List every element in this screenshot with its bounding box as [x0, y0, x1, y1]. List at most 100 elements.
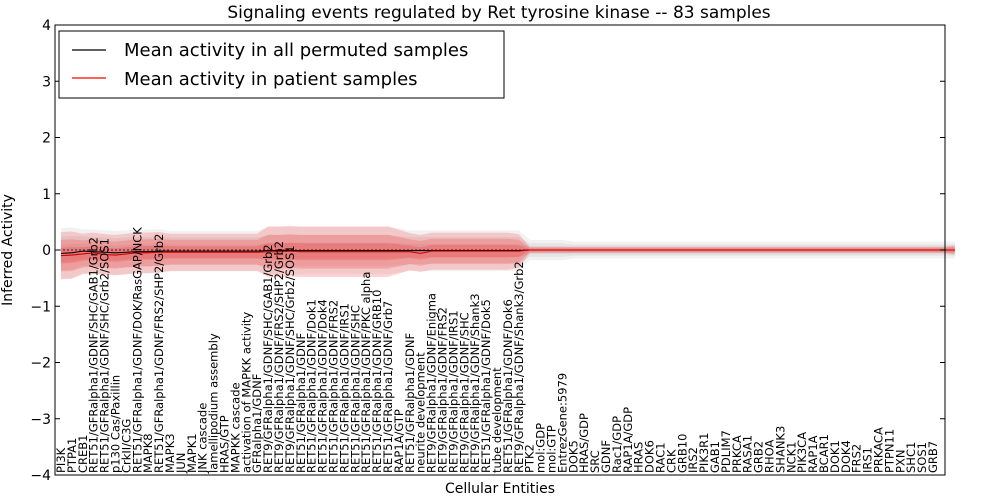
- entity-label: activation of MAPKK activity: [239, 312, 253, 473]
- entity-label: HRAS/GTP: [218, 415, 232, 473]
- entity-label: RET51/GFRalpha1/GDNF/FRS2/SHP2/Grb2: [152, 234, 166, 473]
- entity-label: RET51/GFRalpha1/GDNF/Grb7: [381, 301, 395, 473]
- entity-label: MAPK3: [163, 433, 177, 473]
- entity-label: RET51/GFRalpha1/GDNF/Dok1: [305, 299, 319, 473]
- entity-label: PIK3R1: [697, 433, 711, 474]
- permuted-band-sd2: [61, 234, 955, 271]
- entity-label: RET9/GFRalpha1/GDNF/SHC/GAB1/Grb2: [261, 244, 275, 473]
- entity-label: RET51/GFRalpha1/GDNF/IRS1: [337, 303, 351, 473]
- legend-label-patient: Mean activity in patient samples: [124, 69, 418, 90]
- activity-bands: [61, 225, 955, 280]
- entity-label: RASA1: [741, 435, 755, 473]
- entity-label: RET9/GFRalpha1/GDNF/FRS2: [436, 307, 450, 473]
- entity-label: BCAR1: [817, 434, 831, 473]
- entity-label: SHC1: [904, 442, 918, 473]
- y-tick-label: −1: [30, 299, 51, 315]
- entity-label: MAPKK cascade: [228, 382, 242, 473]
- legend-label-permuted: Mean activity in all permuted samples: [124, 40, 468, 61]
- y-tick-label: 4: [42, 18, 51, 34]
- entity-label: MAPK1: [185, 433, 199, 473]
- entity-label: GDNF: [599, 440, 613, 473]
- patient-band-sd1: [61, 242, 955, 264]
- entity-label: RET51/GFRalpha1/GDNF/Dok4: [316, 299, 330, 473]
- entity-label: DOK4: [839, 440, 853, 473]
- y-tick-label: −4: [30, 468, 51, 484]
- entity-label: GAB1: [708, 441, 722, 473]
- entity-label: DOK6: [643, 440, 657, 473]
- entity-label: RET51/GFRalpha1/GDNF/Dok6: [501, 299, 515, 473]
- entity-label: PI3K: [54, 447, 68, 473]
- permuted-band-sd1: [61, 242, 955, 262]
- y-tick-label: 1: [42, 187, 51, 203]
- entity-label: RET9/GFRalpha1/GDNF/FRS2/SHP2/Grb2: [272, 241, 286, 473]
- entity-label: SRC: [588, 450, 602, 473]
- entity-label: RAC1: [654, 442, 668, 473]
- entity-label: NCK1: [784, 442, 798, 474]
- entity-label: GRB2: [752, 441, 766, 473]
- patient-mean-line: [60, 249, 955, 257]
- entity-label: RET9/GFRalpha1/GDNF/Shank3: [468, 293, 482, 473]
- entity-label: RET51/GFRalpha1/GDNF/Dok5: [479, 299, 493, 473]
- entity-label: RET51/GFRalpha1/GDNF/PKC alpha: [359, 272, 373, 473]
- permuted-band-sd3: [61, 226, 955, 279]
- entity-label: EntrezGene:5979: [555, 373, 569, 473]
- entity-label: PTPN11: [882, 429, 896, 473]
- entity-label: RET51/GFRalpha1/GDNF/DOK/RasGAP/NCK: [130, 227, 144, 473]
- entity-label: GRB10: [675, 434, 689, 473]
- entity-label: GFRalpha1/GDNF: [250, 374, 264, 473]
- entity-label: PRKACA: [872, 427, 886, 473]
- patient-band-sd2: [61, 234, 955, 272]
- y-tick-label: 0: [42, 243, 51, 259]
- entity-labels: PI3KPTPA1CREB1RET51/GFRalpha1/GDNF/SHC/G…: [54, 227, 940, 474]
- entity-label: PRKCA: [730, 435, 744, 473]
- entity-label: RAP1A/GDP: [621, 407, 635, 473]
- x-axis-label: Cellular Entities: [445, 481, 555, 497]
- entity-label: PTK2: [523, 444, 537, 473]
- y-tick-label: −3: [30, 412, 51, 428]
- entity-label: PTPA1: [65, 438, 79, 473]
- entity-label: CREB1: [76, 435, 90, 474]
- entity-label: DOK5: [566, 440, 580, 473]
- entity-label: tube development: [490, 367, 504, 473]
- entity-label: RET9/GFRalpha1/GDNF/Enigma: [425, 293, 439, 473]
- entity-label: RET51/GFRalpha1/GDNF/FRS2: [327, 300, 341, 473]
- chart-title: Signaling events regulated by Ret tyrosi…: [227, 3, 770, 23]
- y-tick-label: 3: [42, 74, 51, 90]
- entity-label: RAP1A: [806, 435, 820, 473]
- entity-label: RET51/GFRalpha1/GDNF/SHC/Grb2/SOS1: [98, 238, 112, 473]
- entity-label: JNK cascade: [196, 403, 210, 474]
- entity-label: IRS1: [861, 447, 875, 473]
- entity-label: RET9/GFRalpha1/GDNF/IRS1: [446, 310, 460, 473]
- entity-label: lamellipodium assembly: [207, 333, 221, 473]
- y-axis-label: Inferred Activity: [0, 194, 16, 306]
- y-axis: −4 −3 −2 −1 0 1 2 3 4: [30, 18, 945, 484]
- entity-label: RET51/GFRalpha1/GDNF: [294, 333, 308, 473]
- entity-label: MAPK8: [141, 433, 155, 473]
- entity-label: CrkII/C3G: [119, 419, 133, 473]
- chart-legend: Mean activity in all permuted samples Me…: [58, 30, 505, 99]
- entity-label: PIK3CA: [795, 432, 809, 473]
- entity-label: SOS1: [915, 442, 929, 473]
- entity-label: RET51/GFRalpha1/GDNF/SHC: [348, 305, 362, 473]
- entity-label: FRS2: [850, 444, 864, 473]
- entity-label: HRAS/GDP: [577, 413, 591, 473]
- entity-label: GRB7: [926, 441, 940, 473]
- patient-band-sd3: [61, 225, 955, 280]
- entity-label: JUN: [174, 453, 188, 474]
- entity-label: Rac1/GDP: [610, 416, 624, 473]
- entity-label: CRK: [664, 449, 678, 473]
- entity-label: RET51/GFRalpha1/GDNF/SHC/GAB1/Grb2: [87, 237, 101, 473]
- entity-label: RET9/GFRalpha1/GDNF/SHC: [457, 312, 471, 473]
- entity-label: RET51/GFRalpha1/GDNF/GRB10: [370, 290, 384, 473]
- entity-label: RET51/GFRalpha1/GDNF: [403, 333, 417, 473]
- entity-label: RAP1A/GTP: [392, 409, 406, 473]
- entity-label: RHOA: [763, 440, 777, 473]
- entity-label: SHANK3: [773, 426, 787, 473]
- y-tick-label: 2: [42, 131, 51, 147]
- entity-label: DOK1: [828, 440, 842, 473]
- entity-label: PDLIM7: [719, 430, 733, 473]
- entity-label: IRS2: [686, 447, 700, 473]
- y-tick-label: −2: [30, 356, 51, 372]
- series-lines: [55, 249, 955, 257]
